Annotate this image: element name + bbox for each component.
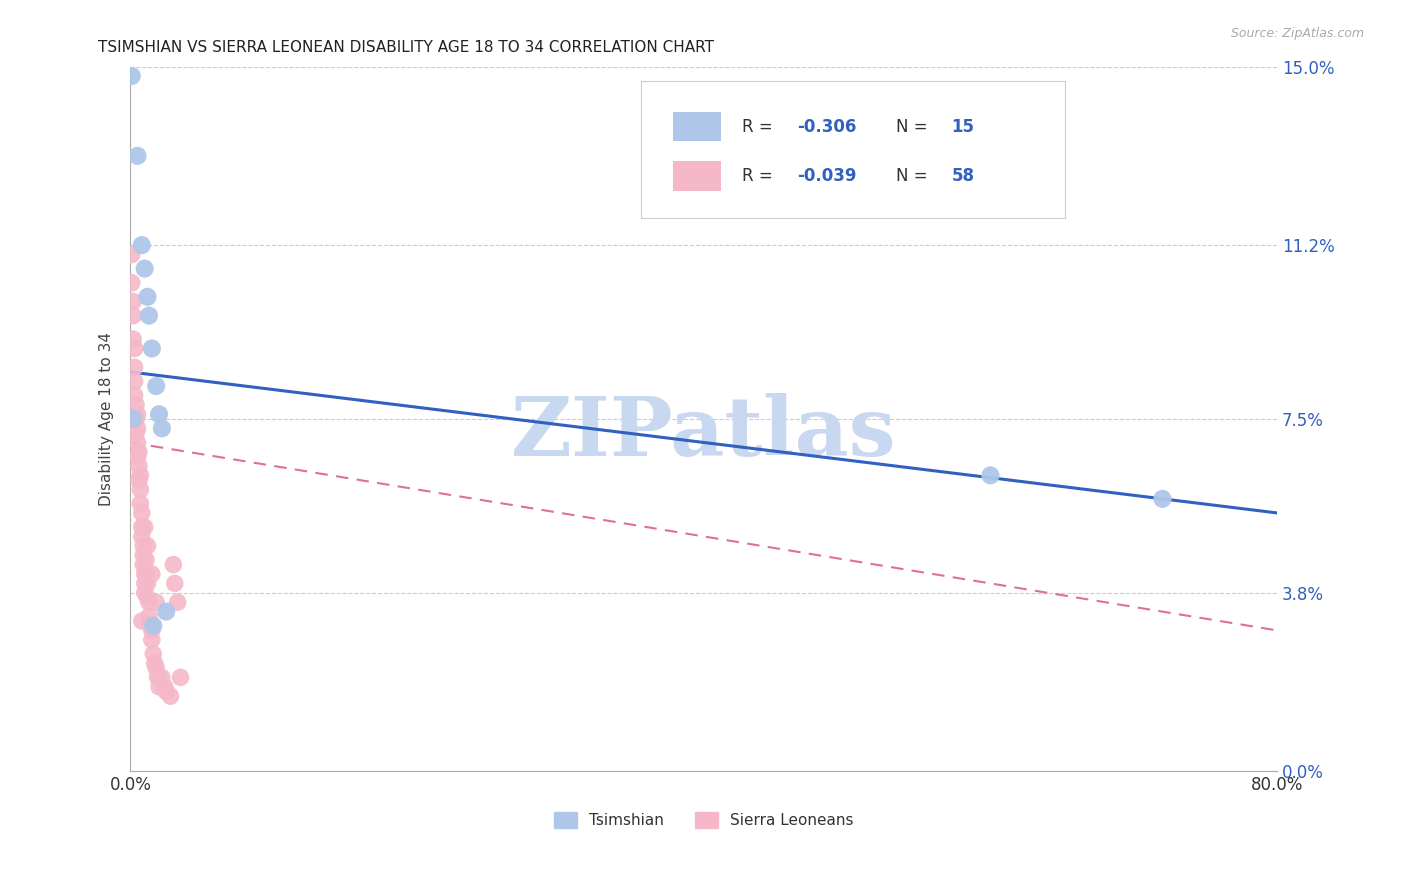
Point [166,595,188,609]
Point [138,309,160,323]
Point [134,576,156,591]
Point [122,294,145,309]
Point [128,458,150,473]
Point [121,276,143,290]
Point [169,670,191,684]
Point [125,412,148,426]
Point [122,309,145,323]
Point [127,450,149,464]
Text: 15: 15 [952,118,974,136]
Point [131,529,153,543]
Point [163,576,186,591]
Point [138,609,160,624]
Text: Source: ZipAtlas.com: Source: ZipAtlas.com [1230,27,1364,40]
Point [142,647,165,661]
Point [134,520,156,534]
Text: R =: R = [741,167,778,185]
Point [121,69,143,83]
Point [136,290,159,304]
Point [141,632,163,647]
Point [148,680,170,694]
Point [146,670,169,684]
Point [136,591,159,605]
FancyBboxPatch shape [641,80,1064,219]
Point [155,605,177,619]
Point [134,586,156,600]
Text: ZIPatlas: ZIPatlas [510,393,897,473]
Point [121,247,143,261]
Point [135,567,157,582]
Point [134,567,156,582]
Point [132,558,155,572]
Point [141,342,163,356]
Point [134,261,156,276]
Point [127,149,149,163]
Point [127,407,149,421]
Point [124,342,146,356]
Point [131,238,153,252]
Point [129,497,152,511]
Point [128,473,150,487]
Text: -0.306: -0.306 [797,118,856,136]
Point [131,614,153,628]
Point [127,435,149,450]
FancyBboxPatch shape [673,112,721,141]
Point [129,468,152,483]
Point [124,388,146,402]
Legend: Tsimshian, Sierra Leoneans: Tsimshian, Sierra Leoneans [548,806,859,834]
Point [129,483,152,497]
Point [125,426,148,441]
Point [128,445,150,459]
Point [148,407,170,421]
Point [150,670,173,684]
Point [159,689,181,703]
Text: TSIMSHIAN VS SIERRA LEONEAN DISABILITY AGE 18 TO 34 CORRELATION CHART: TSIMSHIAN VS SIERRA LEONEAN DISABILITY A… [98,40,714,55]
Point [125,398,148,412]
Text: -0.039: -0.039 [797,167,856,185]
Point [132,539,155,553]
Point [141,624,163,638]
Point [132,548,155,562]
Point [122,332,145,346]
Point [145,661,167,675]
Point [155,684,177,698]
Point [139,618,162,632]
FancyBboxPatch shape [673,161,721,191]
Text: 58: 58 [952,167,974,185]
Text: N =: N = [897,167,934,185]
Point [127,421,149,435]
Point [979,468,1001,483]
Point [131,506,153,520]
Point [143,657,166,671]
Point [124,375,146,389]
Point [145,379,167,393]
Point [124,360,146,375]
Point [150,421,173,435]
Point [153,680,176,694]
Point [136,576,159,591]
Text: N =: N = [897,118,934,136]
Point [131,520,153,534]
Point [136,539,159,553]
Point [145,595,167,609]
Point [135,553,157,567]
Point [122,412,145,426]
Point [1152,491,1174,506]
Point [162,558,184,572]
Point [142,618,165,632]
Y-axis label: Disability Age 18 to 34: Disability Age 18 to 34 [100,332,114,506]
Text: R =: R = [741,118,778,136]
Point [138,595,160,609]
Point [141,567,163,582]
